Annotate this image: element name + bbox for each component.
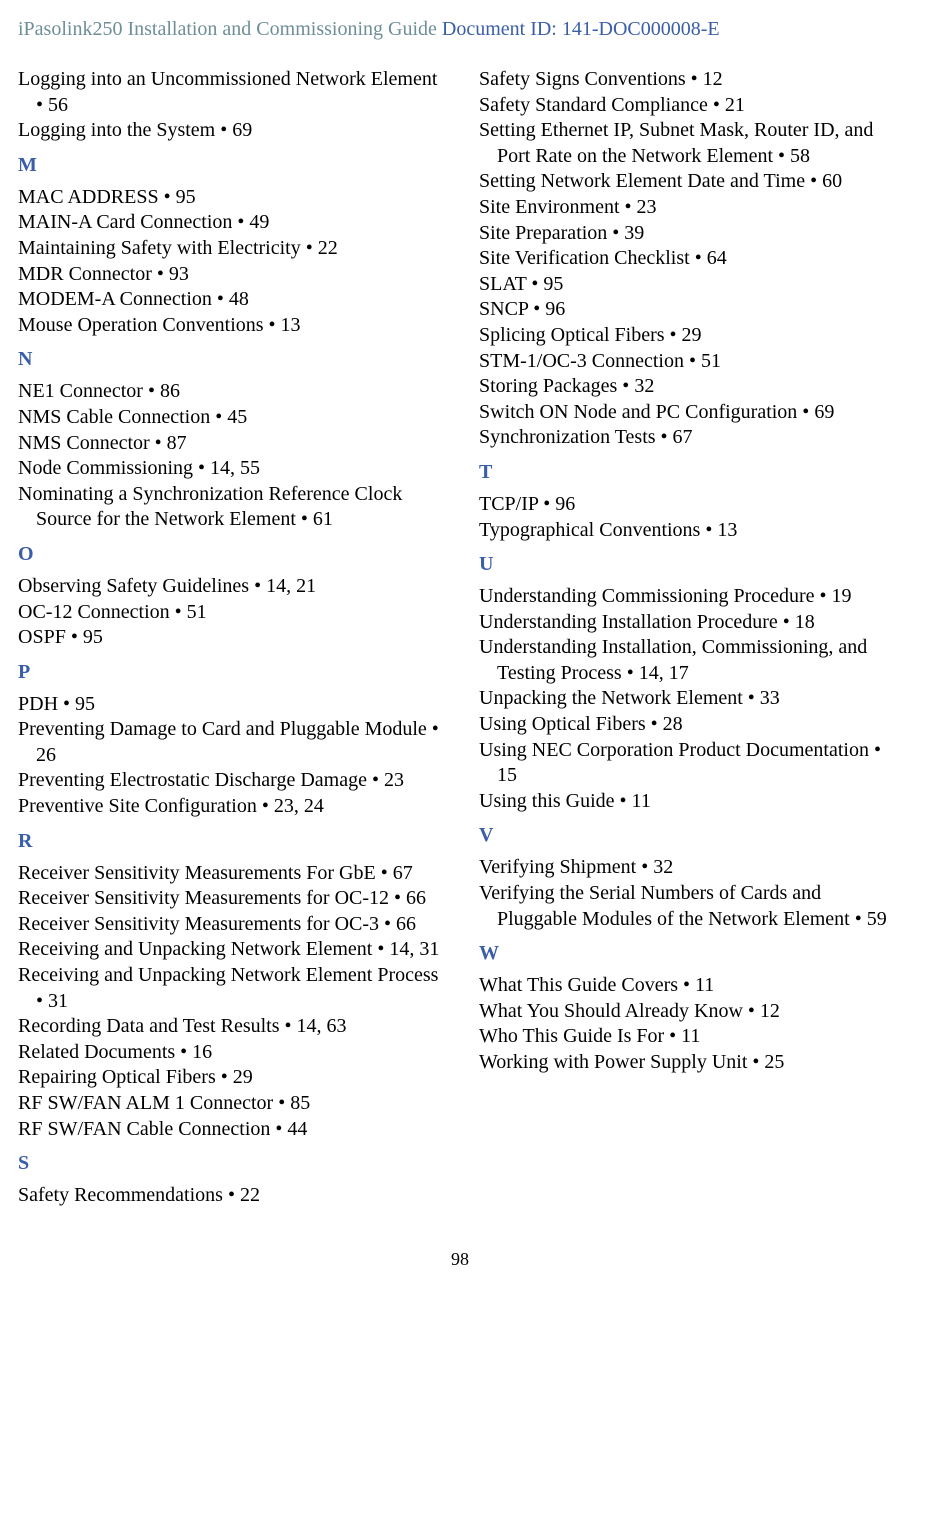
index-entry: Preventive Site Configuration • 23, 24: [18, 794, 441, 820]
index-entry: NMS Connector • 87: [18, 431, 441, 457]
index-entry: SNCP • 96: [479, 297, 902, 323]
index-entry: NMS Cable Connection • 45: [18, 405, 441, 431]
index-entry: Mouse Operation Conventions • 13: [18, 313, 441, 339]
index-letter: M: [18, 154, 441, 177]
index-entry: Safety Standard Compliance • 21: [479, 93, 902, 119]
index-entry: RF SW/FAN ALM 1 Connector • 85: [18, 1091, 441, 1117]
index-entry: Working with Power Supply Unit • 25: [479, 1050, 902, 1076]
index-letter: S: [18, 1152, 441, 1175]
index-entry: MAIN-A Card Connection • 49: [18, 210, 441, 236]
index-letter: T: [479, 461, 902, 484]
index-columns: Logging into an Uncommissioned Network E…: [18, 67, 902, 1209]
index-entry: Using this Guide • 11: [479, 789, 902, 815]
index-entry: Receiving and Unpacking Network Element …: [18, 937, 441, 963]
index-letter: V: [479, 824, 902, 847]
index-entry: OC-12 Connection • 51: [18, 600, 441, 626]
index-entry: Receiver Sensitivity Measurements for OC…: [18, 886, 441, 912]
index-entry: Splicing Optical Fibers • 29: [479, 323, 902, 349]
index-entry: STM-1/OC-3 Connection • 51: [479, 349, 902, 375]
index-entry: Switch ON Node and PC Configuration • 69: [479, 400, 902, 426]
index-entry: Who This Guide Is For • 11: [479, 1024, 902, 1050]
index-column-right: Safety Signs Conventions • 12Safety Stan…: [479, 67, 902, 1209]
index-entry: Understanding Installation Procedure • 1…: [479, 610, 902, 636]
index-entry: Using NEC Corporation Product Documentat…: [479, 738, 902, 789]
index-letter: W: [479, 942, 902, 965]
index-entry: Node Commissioning • 14, 55: [18, 456, 441, 482]
index-entry: Site Environment • 23: [479, 195, 902, 221]
index-entry: MODEM-A Connection • 48: [18, 287, 441, 313]
index-entry: Safety Recommendations • 22: [18, 1183, 441, 1209]
index-letter: P: [18, 661, 441, 684]
index-entry: Repairing Optical Fibers • 29: [18, 1065, 441, 1091]
index-letter: U: [479, 553, 902, 576]
index-column-left: Logging into an Uncommissioned Network E…: [18, 67, 441, 1209]
index-entry: Receiver Sensitivity Measurements for OC…: [18, 912, 441, 938]
index-entry: Understanding Commissioning Procedure • …: [479, 584, 902, 610]
index-entry: Receiving and Unpacking Network Element …: [18, 963, 441, 1014]
index-entry: Logging into an Uncommissioned Network E…: [18, 67, 441, 118]
index-entry: Storing Packages • 32: [479, 374, 902, 400]
index-entry: OSPF • 95: [18, 625, 441, 651]
document-header: iPasolink250 Installation and Commission…: [18, 18, 902, 41]
index-entry: Preventing Damage to Card and Pluggable …: [18, 717, 441, 768]
index-entry: Setting Network Element Date and Time • …: [479, 169, 902, 195]
index-entry: Related Documents • 16: [18, 1040, 441, 1066]
index-entry: PDH • 95: [18, 692, 441, 718]
index-entry: Verifying Shipment • 32: [479, 855, 902, 881]
index-entry: Logging into the System • 69: [18, 118, 441, 144]
index-letter: N: [18, 348, 441, 371]
index-entry: Nominating a Synchronization Reference C…: [18, 482, 441, 533]
index-letter: O: [18, 543, 441, 566]
index-letter: R: [18, 830, 441, 853]
index-entry: Understanding Installation, Commissionin…: [479, 635, 902, 686]
index-entry: Typographical Conventions • 13: [479, 518, 902, 544]
index-entry: SLAT • 95: [479, 272, 902, 298]
index-entry: MDR Connector • 93: [18, 262, 441, 288]
index-entry: What This Guide Covers • 11: [479, 973, 902, 999]
index-entry: Setting Ethernet IP, Subnet Mask, Router…: [479, 118, 902, 169]
page-number: 98: [18, 1249, 902, 1270]
index-entry: Verifying the Serial Numbers of Cards an…: [479, 881, 902, 932]
document-page: iPasolink250 Installation and Commission…: [0, 0, 942, 1310]
index-entry: TCP/IP • 96: [479, 492, 902, 518]
index-entry: Receiver Sensitivity Measurements For Gb…: [18, 861, 441, 887]
index-entry: What You Should Already Know • 12: [479, 999, 902, 1025]
index-entry: Site Verification Checklist • 64: [479, 246, 902, 272]
index-entry: NE1 Connector • 86: [18, 379, 441, 405]
index-entry: Observing Safety Guidelines • 14, 21: [18, 574, 441, 600]
header-title: iPasolink250 Installation and Commission…: [18, 18, 437, 40]
index-entry: Preventing Electrostatic Discharge Damag…: [18, 768, 441, 794]
index-entry: Safety Signs Conventions • 12: [479, 67, 902, 93]
index-entry: Synchronization Tests • 67: [479, 425, 902, 451]
index-entry: RF SW/FAN Cable Connection • 44: [18, 1117, 441, 1143]
index-entry: Unpacking the Network Element • 33: [479, 686, 902, 712]
index-entry: Recording Data and Test Results • 14, 63: [18, 1014, 441, 1040]
index-entry: Site Preparation • 39: [479, 221, 902, 247]
index-entry: Using Optical Fibers • 28: [479, 712, 902, 738]
index-entry: MAC ADDRESS • 95: [18, 185, 441, 211]
index-entry: Maintaining Safety with Electricity • 22: [18, 236, 441, 262]
header-docid: Document ID: 141-DOC000008-E: [442, 18, 720, 40]
